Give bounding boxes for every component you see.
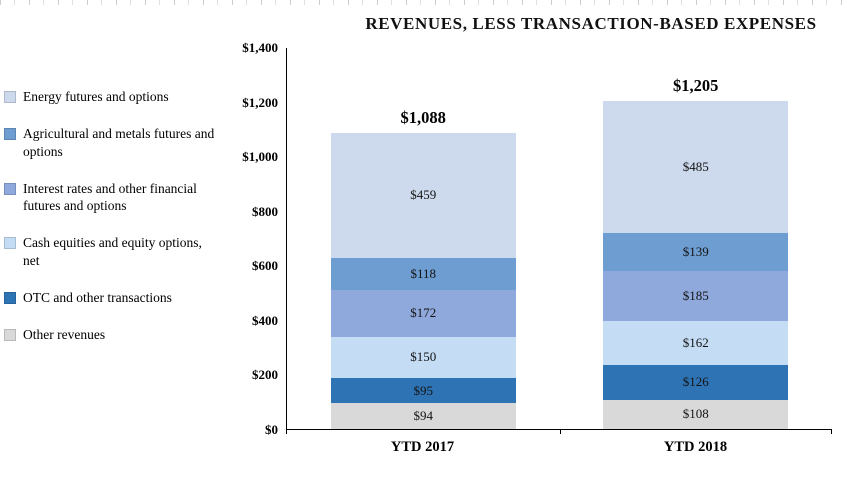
segment-value-label: $172 xyxy=(410,305,437,321)
segment-otc-and-other-transactions: $95 xyxy=(330,377,516,404)
y-axis-tick-label: $800 xyxy=(252,203,278,219)
legend-label: Interest rates and other financial futur… xyxy=(23,180,197,214)
bar-ytd-2018: $108 $126 $162 $185 $139 $485 $1,205 xyxy=(560,48,833,429)
segment-cash-equities-and-equity-options-net: $162 xyxy=(603,321,789,366)
chart-title: REVENUES, LESS TRANSACTION-BASED EXPENSE… xyxy=(365,14,817,33)
segment-agricultural-and-metals-futures-and-options: $139 xyxy=(603,233,789,271)
segment-value-label: $95 xyxy=(413,382,433,398)
legend: Energy futures and options Agricultural a… xyxy=(0,0,228,484)
legend-item: Other revenues xyxy=(4,326,222,343)
legend-swatch xyxy=(4,182,16,195)
legend-swatch xyxy=(4,291,16,304)
bar-total-label: $1,088 xyxy=(400,107,446,127)
legend-item: Interest rates and other financial futur… xyxy=(4,180,222,215)
legend-item: Energy futures and options xyxy=(4,88,222,105)
legend-swatch xyxy=(4,128,16,141)
bar-total-label: $1,205 xyxy=(673,76,719,96)
segment-agricultural-and-metals-futures-and-options: $118 xyxy=(330,257,516,290)
chart-container: REVENUES, LESS TRANSACTION-BASED EXPENSE… xyxy=(228,0,854,484)
bar-ytd-2017: $94 $95 $150 $172 $118 $459 $1,088 xyxy=(287,48,560,429)
legend-swatch xyxy=(4,91,16,103)
y-axis-tick-label: $0 xyxy=(265,422,278,437)
segment-value-label: $94 xyxy=(413,408,433,424)
plot-area: $94 $95 $150 $172 $118 $459 $1,088 $108 $126 $162… xyxy=(286,48,833,434)
segment-other-revenues: $94 xyxy=(330,403,516,429)
legend-item: Cash equities and equity options, net xyxy=(4,234,222,269)
legend-label: Other revenues xyxy=(23,327,106,343)
legend-item: Agricultural and metals futures and opti… xyxy=(4,125,222,160)
segment-other-revenues: $108 xyxy=(603,399,789,429)
segment-interest-rates-and-other-financial-futures-and-options: $185 xyxy=(603,270,789,322)
y-axis-tick-label: $600 xyxy=(252,258,278,274)
segment-value-label: $185 xyxy=(682,288,709,304)
legend-label: Cash equities and equity options, net xyxy=(23,235,202,268)
legend-item: OTC and other transactions xyxy=(4,289,222,306)
segment-otc-and-other-transactions: $126 xyxy=(603,365,789,400)
x-axis-tick xyxy=(286,429,287,434)
segment-value-label: $108 xyxy=(682,406,709,422)
segment-cash-equities-and-equity-options-net: $150 xyxy=(330,336,516,378)
chart-body: $0 $200 $400 $600 $800 $1,000 $1,200 $1,400 $94… xyxy=(228,40,854,437)
segment-value-label: $126 xyxy=(682,374,709,390)
x-axis-tick xyxy=(559,429,561,434)
y-axis-tick-label: $1,000 xyxy=(242,149,278,165)
bar-stack: $108 $126 $162 $185 $139 $485 $1,205 xyxy=(603,48,789,429)
segment-value-label: $150 xyxy=(410,349,437,365)
y-axis-tick-label: $1,200 xyxy=(242,94,278,110)
legend-label: OTC and other transactions xyxy=(23,289,172,305)
segment-energy-futures-and-options: $459 xyxy=(330,132,516,258)
x-axis-category-label: YTD 2017 xyxy=(390,439,455,455)
legend-swatch xyxy=(4,237,16,250)
segment-value-label: $118 xyxy=(410,265,436,281)
segment-value-label: $139 xyxy=(682,244,709,259)
y-axis-tick-label: $200 xyxy=(252,367,278,383)
y-axis-tick-label: $1,400 xyxy=(242,40,278,55)
segment-interest-rates-and-other-financial-futures-and-options: $172 xyxy=(330,289,516,337)
segment-energy-futures-and-options: $485 xyxy=(603,101,789,234)
y-axis-tick-label: $400 xyxy=(252,312,278,328)
bar-stack: $94 $95 $150 $172 $118 $459 $1,088 xyxy=(330,48,516,429)
x-axis-category-label: YTD 2018 xyxy=(663,439,728,455)
x-axis-labels: YTD 2017 YTD 2018 xyxy=(286,430,832,456)
segment-value-label: $459 xyxy=(410,187,437,203)
segment-value-label: $162 xyxy=(682,335,709,351)
x-axis-tick xyxy=(831,429,832,434)
y-axis: $0 $200 $400 $600 $800 $1,000 $1,200 $1,400 xyxy=(228,40,286,437)
legend-label: Energy futures and options xyxy=(23,89,169,104)
legend-label: Agricultural and metals futures and opti… xyxy=(23,126,215,159)
legend-swatch xyxy=(4,329,16,342)
segment-value-label: $485 xyxy=(682,159,709,175)
